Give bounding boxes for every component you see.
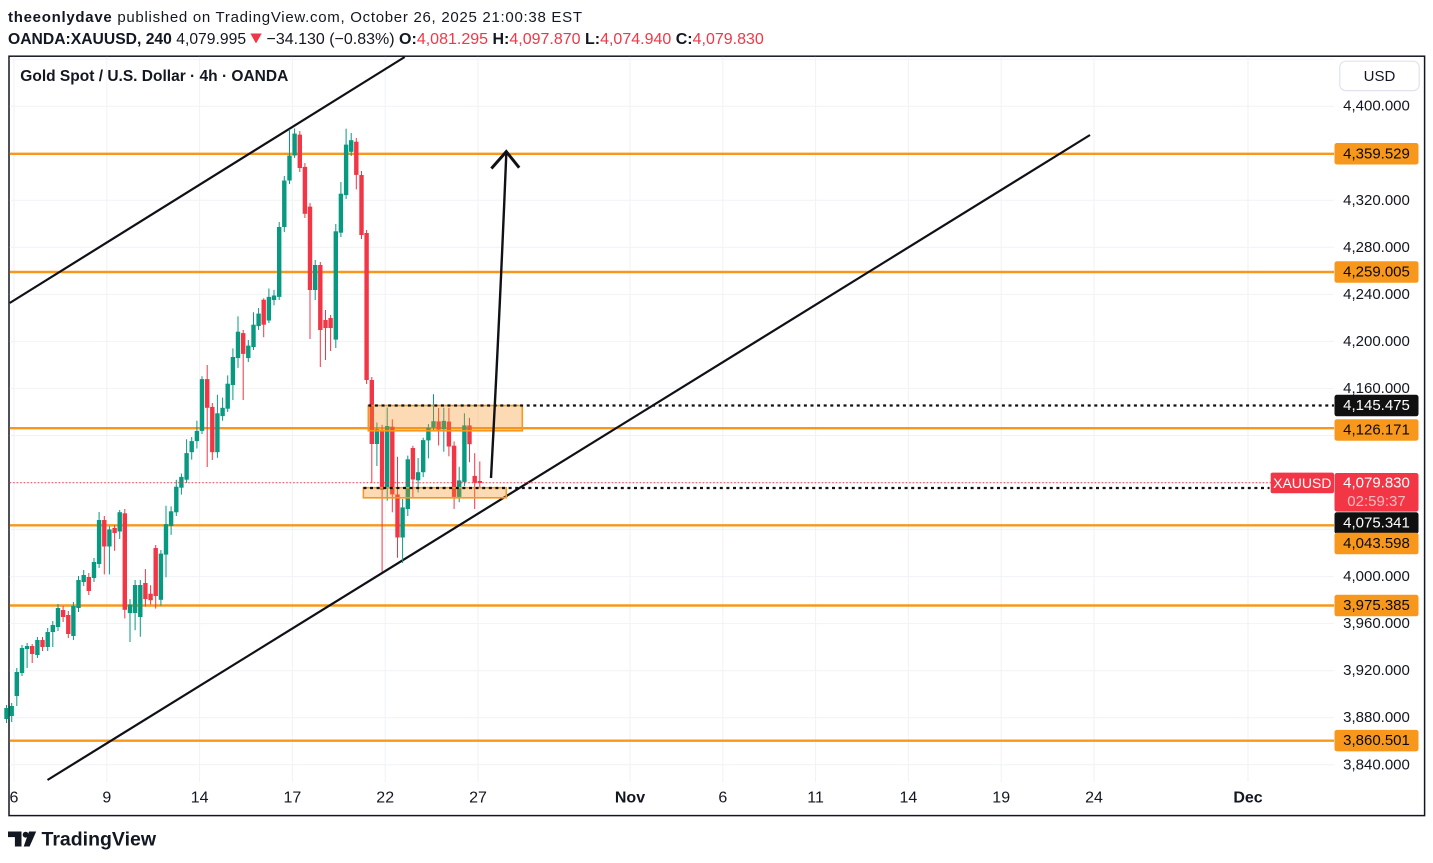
svg-text:USD: USD: [1364, 68, 1396, 85]
svg-text:4,145.475: 4,145.475: [1343, 397, 1410, 414]
svg-text:14: 14: [191, 790, 209, 807]
svg-text:4,075.341: 4,075.341: [1343, 515, 1410, 532]
svg-text:3,880.000: 3,880.000: [1343, 709, 1410, 726]
svg-text:Gold Spot / U.S. Dollar · 4h ·: Gold Spot / U.S. Dollar · 4h · OANDA: [20, 68, 288, 85]
svg-text:4,240.000: 4,240.000: [1343, 286, 1410, 303]
svg-text:3,960.000: 3,960.000: [1343, 615, 1410, 632]
svg-text:Nov: Nov: [615, 790, 645, 807]
svg-text:4,160.000: 4,160.000: [1343, 380, 1410, 397]
svg-text:14: 14: [900, 790, 918, 807]
svg-text:3,920.000: 3,920.000: [1343, 662, 1410, 679]
svg-text:22: 22: [376, 790, 394, 807]
svg-text:4,043.598: 4,043.598: [1343, 535, 1410, 552]
svg-text:XAUUSD: XAUUSD: [1273, 475, 1331, 491]
svg-text:02:59:37: 02:59:37: [1347, 493, 1405, 510]
svg-text:4,280.000: 4,280.000: [1343, 239, 1410, 256]
svg-text:4,400.000: 4,400.000: [1343, 98, 1410, 115]
svg-text:6: 6: [718, 790, 727, 807]
svg-text:−34.130 (−0.83%) O:4,081.295 H: −34.130 (−0.83%) O:4,081.295 H:4,097.870…: [267, 31, 764, 48]
svg-text:4,079.830: 4,079.830: [1343, 474, 1410, 491]
svg-text:3,860.501: 3,860.501: [1343, 732, 1410, 749]
svg-text:6: 6: [10, 790, 19, 807]
svg-text:4,320.000: 4,320.000: [1343, 192, 1410, 209]
svg-text:OANDA:XAUUSD, 240 4,079.995: OANDA:XAUUSD, 240 4,079.995: [8, 31, 246, 48]
svg-text:17: 17: [284, 790, 302, 807]
svg-text:11: 11: [807, 790, 824, 807]
svg-text:theeonlydave published on Trad: theeonlydave published on TradingView.co…: [8, 9, 582, 26]
svg-text:4,200.000: 4,200.000: [1343, 333, 1410, 350]
svg-text:3,840.000: 3,840.000: [1343, 756, 1410, 773]
svg-text:Dec: Dec: [1233, 790, 1262, 807]
svg-text:27: 27: [469, 790, 487, 807]
svg-text:4,126.171: 4,126.171: [1343, 422, 1410, 439]
svg-text:24: 24: [1085, 790, 1103, 807]
svg-text:3,975.385: 3,975.385: [1343, 597, 1410, 614]
svg-text:4,000.000: 4,000.000: [1343, 568, 1410, 585]
svg-text:TradingView: TradingView: [42, 829, 157, 851]
svg-text:19: 19: [992, 790, 1010, 807]
svg-text:4,359.529: 4,359.529: [1343, 145, 1410, 162]
svg-text:4,259.005: 4,259.005: [1343, 264, 1410, 281]
svg-text:9: 9: [102, 790, 111, 807]
